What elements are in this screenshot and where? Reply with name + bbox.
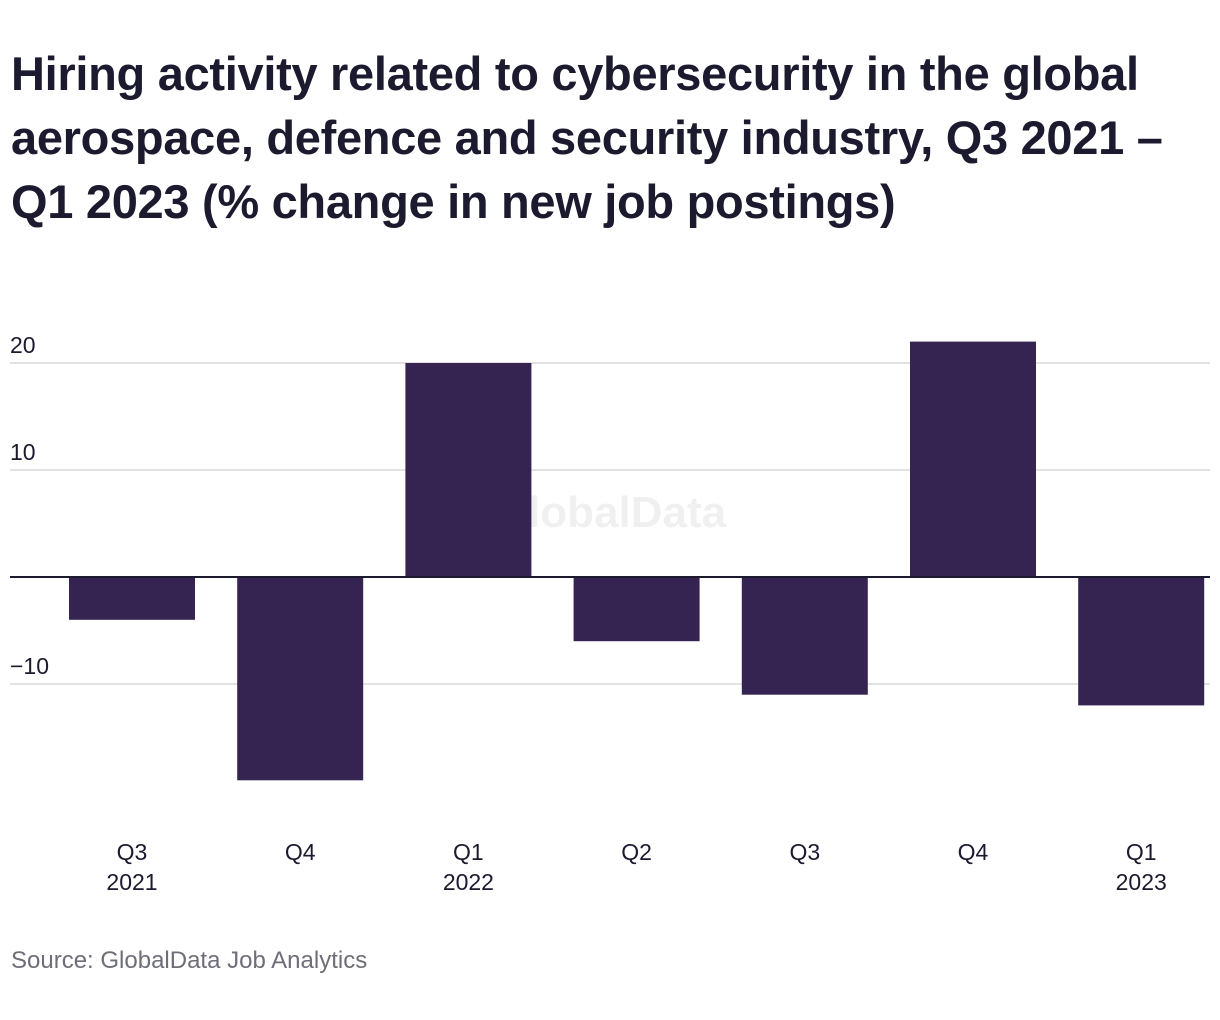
bar-5 — [910, 341, 1036, 577]
x-category-label-5: Q4 — [958, 839, 989, 865]
x-category-label-1: Q4 — [285, 839, 316, 865]
y-tick-labels: 20 10 −10 — [10, 332, 49, 679]
chart-title: Hiring activity related to cybersecurity… — [11, 47, 1163, 228]
x-category-label-0: Q3 — [117, 839, 148, 865]
y-tick-label-1: 10 — [10, 439, 36, 465]
bar-2 — [405, 363, 532, 577]
source-note: Source: GlobalData Job Analytics — [11, 947, 368, 974]
y-tick-label-2: −10 — [10, 653, 49, 679]
watermark: GlobalData — [494, 488, 727, 537]
bars — [69, 341, 1205, 781]
bar-3 — [573, 577, 700, 642]
bar-1 — [237, 577, 364, 781]
bar-4 — [741, 577, 868, 695]
x-category-label-6: Q1 — [1126, 839, 1157, 865]
x-category-label-3: Q2 — [621, 839, 652, 865]
bar-0 — [69, 577, 195, 620]
x-category-label-0-year: 2021 — [106, 869, 157, 895]
y-tick-label-0: 20 — [10, 332, 36, 358]
x-category-labels: Q3 2021 Q4 Q1 2022 Q2 Q3 Q4 Q1 2023 — [106, 839, 1166, 895]
x-category-label-2-year: 2022 — [443, 869, 494, 895]
bar-6 — [1078, 577, 1205, 706]
x-category-label-2: Q1 — [453, 839, 484, 865]
x-category-label-6-year: 2023 — [1116, 869, 1167, 895]
x-category-label-4: Q3 — [789, 839, 820, 865]
